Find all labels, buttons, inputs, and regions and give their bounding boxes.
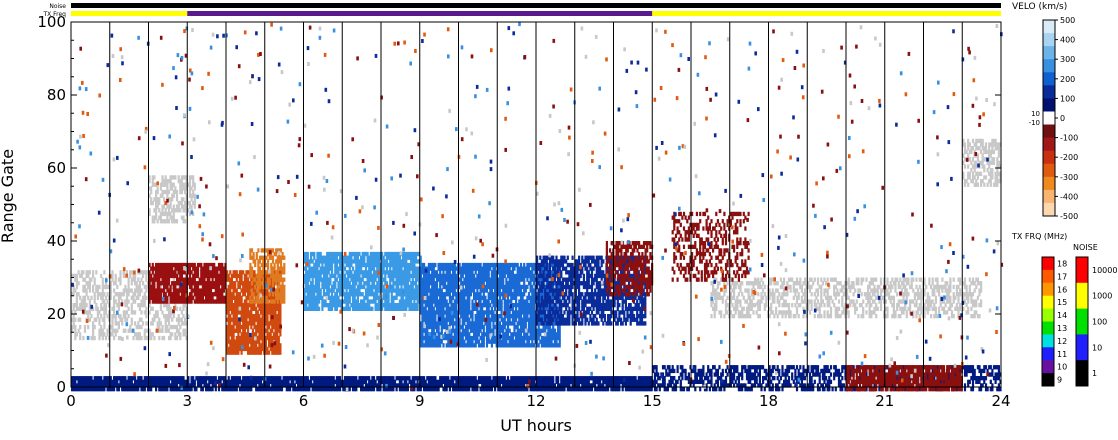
velocity-colorbar-title: VELO (km/s): [1012, 2, 1067, 12]
txfreq-color-swatch: [1042, 296, 1054, 309]
txfreq-tick-label: 13: [1057, 324, 1067, 333]
x-tick-label: 3: [182, 392, 192, 410]
noise-tick-label: 100: [1092, 318, 1107, 327]
noise-tick-label: 1000: [1092, 292, 1112, 301]
txfreq-status-segment: [71, 11, 187, 16]
velocity-tick-label: 300: [1060, 55, 1075, 64]
scatter-region: [962, 139, 1001, 187]
colorbars-layer: 5004003002001000-100-200-300-400-50010-1…: [1029, 16, 1118, 387]
velocity-small-label: 10: [1031, 110, 1040, 118]
scatter-region: [71, 376, 653, 391]
velocity-color-swatch: [1043, 112, 1055, 126]
velocity-color-swatch: [1043, 33, 1055, 47]
velocity-tick-label: 100: [1060, 94, 1075, 103]
velocity-color-swatch: [1043, 72, 1055, 86]
velocity-color-swatch: [1043, 164, 1055, 178]
velocity-tick-label: -500: [1060, 212, 1078, 221]
x-tick-label: 18: [759, 392, 778, 410]
txfreq-color-swatch: [1042, 360, 1054, 373]
txfreq-color-swatch: [1042, 322, 1054, 335]
txfreq-color-swatch: [1042, 334, 1054, 347]
txfreq-colorbar-title: TX FRQ (MHz): [1011, 232, 1067, 241]
txfreq-tick-label: 10: [1057, 363, 1067, 372]
velocity-color-swatch: [1043, 46, 1055, 60]
x-tick-label: 15: [643, 392, 662, 410]
txfreq-color-swatch: [1042, 270, 1054, 283]
txfreq-tick-label: 18: [1057, 259, 1067, 268]
txfreq-tick-label: 9: [1057, 376, 1062, 385]
y-tick-label: 40: [47, 232, 66, 250]
velocity-color-swatch: [1043, 190, 1055, 204]
velocity-color-swatch: [1043, 125, 1055, 139]
noise-tick-label: 1: [1092, 369, 1097, 378]
x-tick-label: 21: [875, 392, 894, 410]
velocity-color-swatch: [1043, 85, 1055, 99]
velocity-tick-label: 500: [1060, 16, 1075, 25]
noise-color-swatch: [1076, 309, 1088, 335]
x-axis-label: UT hours: [500, 416, 572, 435]
velocity-small-label: -10: [1029, 119, 1040, 127]
velocity-tick-label: 0: [1060, 114, 1065, 123]
velocity-color-swatch: [1043, 59, 1055, 73]
noise-color-swatch: [1076, 257, 1088, 283]
velocity-tick-label: -100: [1060, 134, 1078, 143]
velocity-tick-label: 200: [1060, 75, 1075, 84]
noise-color-swatch: [1076, 283, 1088, 309]
txfreq-color-swatch: [1042, 347, 1054, 360]
txfreq-status-segment: [652, 11, 1001, 16]
txfreq-bar-label: TX Freq: [42, 11, 66, 18]
scatter-region: [672, 212, 750, 282]
scatter-region: [71, 270, 188, 340]
velocity-color-swatch: [1043, 98, 1055, 112]
noise-tick-label: 10: [1092, 343, 1102, 352]
scatter-region: [149, 175, 196, 223]
x-tick-label: 6: [299, 392, 309, 410]
status-bars-layer: [71, 3, 1001, 16]
txfreq-tick-label: 14: [1057, 311, 1067, 320]
scatter-cells-layer: [71, 22, 1003, 391]
scatter-region: [304, 252, 422, 311]
txfreq-tick-label: 11: [1057, 350, 1067, 359]
y-tick-label: 80: [47, 86, 66, 104]
y-axis-label: Range Gate: [0, 149, 17, 243]
x-tick-label: 9: [415, 392, 425, 410]
noise-bar-label: Noise: [49, 3, 66, 10]
noise-color-swatch: [1076, 334, 1088, 360]
noise-colorbar-title: NOISE: [1073, 243, 1098, 252]
velocity-color-swatch: [1043, 177, 1055, 191]
y-tick-label: 0: [56, 378, 66, 396]
noise-status-bar: [71, 3, 1001, 8]
x-tick-label: 24: [991, 392, 1010, 410]
velocity-color-swatch: [1043, 138, 1055, 152]
txfreq-color-swatch: [1042, 373, 1054, 386]
x-tick-label: 12: [526, 392, 545, 410]
velocity-color-swatch: [1043, 151, 1055, 165]
velocity-tick-label: -200: [1060, 153, 1078, 162]
x-tick-label: 0: [66, 392, 76, 410]
velocity-tick-label: -300: [1060, 173, 1078, 182]
txfreq-status-segment: [187, 11, 652, 16]
txfreq-tick-label: 17: [1057, 272, 1067, 281]
txfreq-color-swatch: [1042, 283, 1054, 296]
txfreq-tick-label: 16: [1057, 285, 1067, 294]
txfreq-color-swatch: [1042, 257, 1054, 270]
y-tick-label: 20: [47, 305, 66, 323]
txfreq-color-swatch: [1042, 309, 1054, 322]
noise-color-swatch: [1076, 360, 1088, 386]
txfreq-tick-label: 12: [1057, 337, 1067, 346]
velocity-color-swatch: [1043, 203, 1055, 217]
y-tick-label: 60: [47, 159, 66, 177]
noise-tick-label: 10000: [1092, 266, 1117, 275]
velocity-tick-label: -400: [1060, 192, 1078, 201]
txfreq-tick-label: 15: [1057, 298, 1067, 307]
velocity-tick-label: 400: [1060, 36, 1075, 45]
velocity-color-swatch: [1043, 20, 1055, 34]
